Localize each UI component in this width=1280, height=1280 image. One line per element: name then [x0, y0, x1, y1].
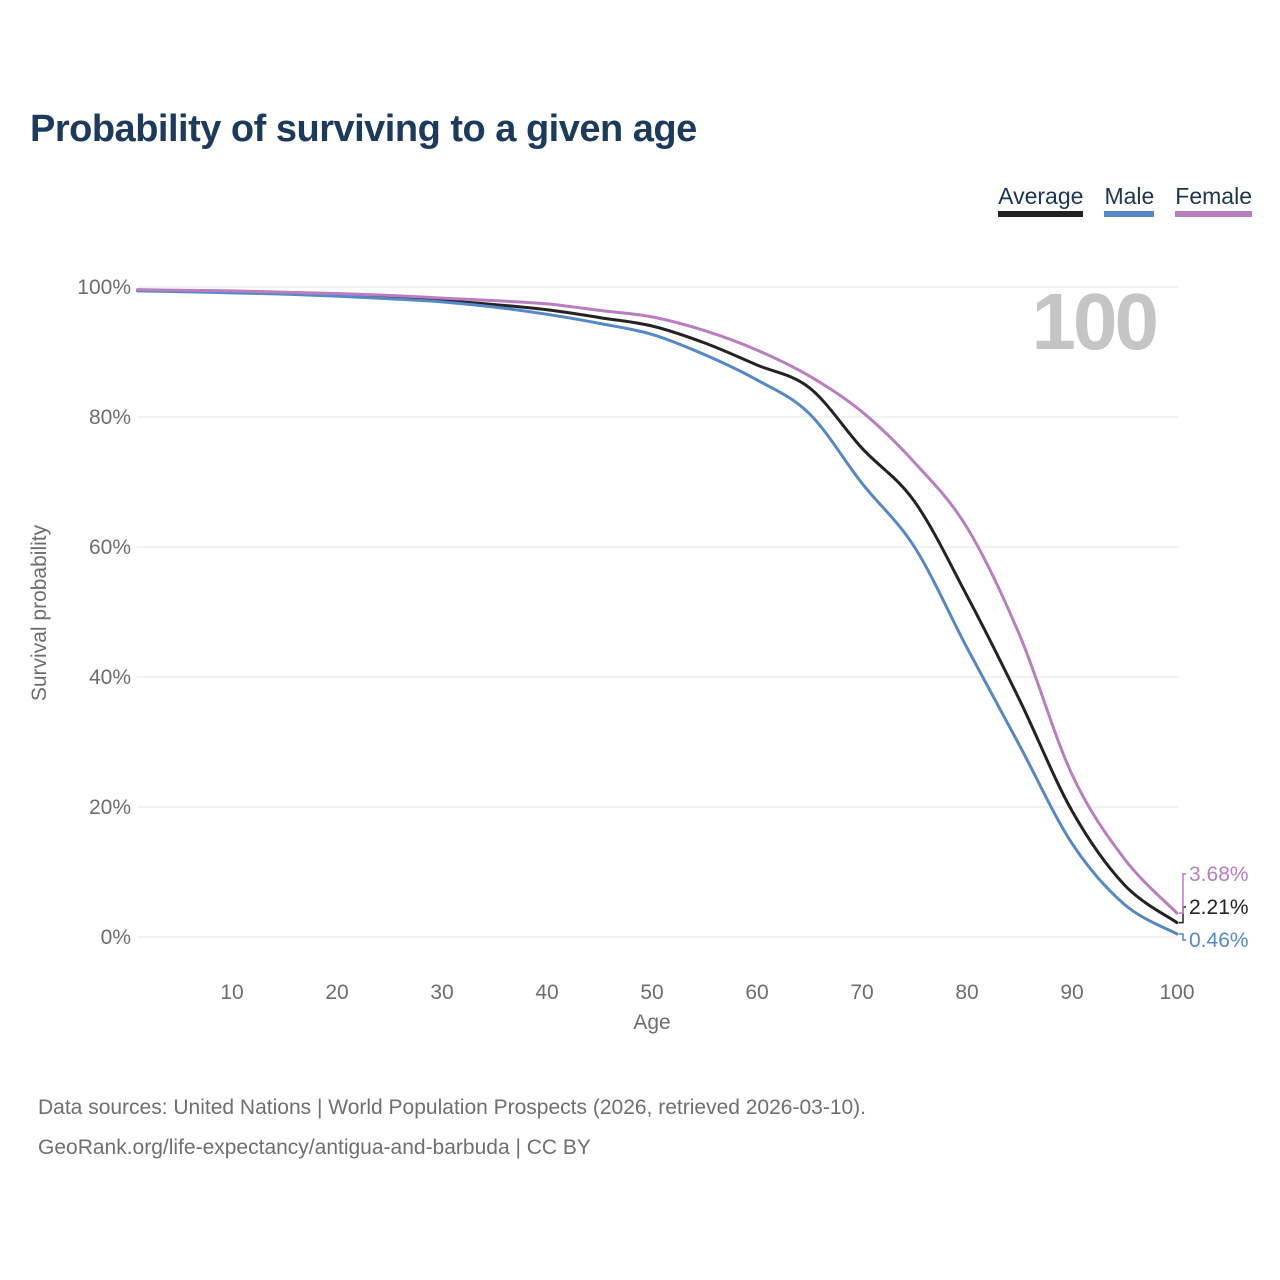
y-tick-100: 100%: [77, 276, 131, 299]
end-label-average: 2.21%: [1189, 896, 1249, 919]
y-tick-40: 40%: [89, 666, 131, 689]
series-line-female: [136, 288, 1179, 915]
legend-item-male[interactable]: Male: [1104, 183, 1155, 217]
x-tick-50: 50: [640, 981, 663, 1004]
y-axis-title: Survival probability: [28, 524, 51, 701]
x-tick-20: 20: [325, 981, 348, 1004]
legend-swatch-female: [1175, 211, 1252, 217]
data-source-note: Data sources: United Nations | World Pop…: [38, 1088, 866, 1168]
legend: Average Male Female: [998, 184, 1252, 217]
legend-swatch-male: [1104, 211, 1155, 217]
y-tick-0: 0%: [101, 926, 131, 949]
end-label-connector-female: [1179, 873, 1186, 914]
legend-label-female: Female: [1175, 183, 1252, 209]
x-tick-100: 100: [1159, 981, 1194, 1004]
page-title: Probability of surviving to a given age: [30, 108, 697, 150]
legend-item-female[interactable]: Female: [1175, 184, 1252, 217]
x-tick-10: 10: [220, 981, 243, 1004]
x-tick-40: 40: [535, 981, 558, 1004]
chart-watermark-100: 100: [1032, 277, 1157, 366]
legend-label-male: Male: [1104, 183, 1155, 209]
x-tick-80: 80: [955, 981, 978, 1004]
series-line-average: [136, 288, 1179, 925]
end-label-male: 0.46%: [1189, 929, 1249, 952]
legend-label-average: Average: [998, 183, 1084, 209]
x-tick-60: 60: [745, 981, 768, 1004]
y-tick-60: 60%: [89, 536, 131, 559]
x-tick-30: 30: [430, 981, 453, 1004]
y-tick-80: 80%: [89, 406, 131, 429]
x-axis-title: Age: [633, 1011, 670, 1034]
data-source-line1: Data sources: United Nations | World Pop…: [38, 1096, 867, 1119]
series-line-male: [136, 289, 1179, 936]
x-tick-70: 70: [850, 981, 873, 1004]
end-label-connector-male: [1179, 933, 1186, 941]
legend-item-average[interactable]: Average: [998, 183, 1084, 217]
legend-swatch-average: [998, 211, 1084, 217]
data-source-line2: GeoRank.org/life-expectancy/antigua-and-…: [38, 1136, 591, 1159]
y-tick-20: 20%: [89, 796, 131, 819]
end-label-female: 3.68%: [1189, 863, 1249, 886]
x-tick-90: 90: [1060, 981, 1083, 1004]
end-label-connector-average: [1179, 906, 1186, 924]
